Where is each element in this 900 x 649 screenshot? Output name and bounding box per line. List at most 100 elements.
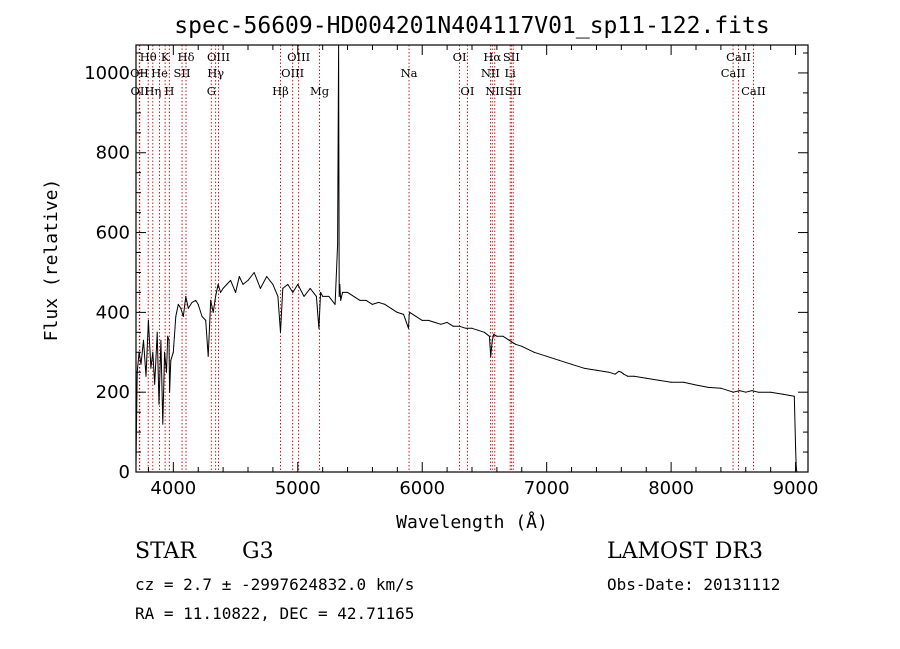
line-label: SII [174,66,191,80]
spectrum-point [201,315,203,317]
spectrum-point [143,339,144,341]
spectrum-point [633,375,635,377]
spectrum-point [502,335,504,337]
spectrum-point [152,351,154,353]
line-label: CaII [726,50,751,64]
line-label: G [207,84,216,98]
spectrum-point [353,295,355,297]
spectrum-point [172,351,174,353]
spectrum-point [166,371,167,373]
spectrum-point [182,315,184,317]
spectrum-point [334,303,336,305]
spectrum-point [266,276,268,277]
spectrum-point [546,355,548,357]
spectrum-point [185,295,187,297]
spectrum-point [645,377,647,379]
spectrum-point [287,283,289,285]
line-label: NII [481,66,500,80]
spectrum-point [623,373,625,375]
spectrum-point [614,373,616,375]
spectrum-line [135,44,798,473]
spectrum-point [490,355,492,357]
line-label: K [161,50,170,64]
spectrum-point [339,283,341,285]
spectrum-point [732,391,734,393]
line-label: Hγ [207,66,224,80]
y-tick-label: 200 [96,382,130,403]
spectrum-point [739,390,741,392]
y-tick-label: 600 [96,223,130,244]
spectrum-point [340,299,342,301]
spectrum-point [235,291,237,293]
spectrum-point [197,303,199,305]
observation-date: Obs-Date: 20131112 [607,575,781,594]
axis-ticks: 4000 5000 6000 7000 8000 9000 0 200 400 600 800 100… [84,45,818,499]
spectrum-point [210,299,212,301]
spectrum-point [440,323,442,325]
line-label: Li [505,66,517,80]
spectrum-point [371,303,373,305]
spectrum-point [620,371,622,373]
spectrum-point [627,375,629,377]
spectrum-point [396,311,398,313]
line-label: OII [130,66,149,80]
line-label: SII [503,50,520,64]
spectrum-point [583,367,585,369]
spectrum-point [247,279,249,281]
spectrum-point [164,351,166,353]
spectrum-point [320,291,322,293]
line-label: Mg [310,84,330,98]
spectrum-point [408,327,409,329]
y-tick-label: 800 [96,143,130,164]
spectrum-point [751,390,753,392]
x-axis-label: Wavelength (Å) [396,511,548,533]
spectrum-point [180,307,182,309]
y-tick-label: 0 [119,462,130,483]
spectrum-point [720,387,722,389]
spectrum-point [167,335,169,337]
spectrum-point [788,394,790,396]
spectrum-point [483,331,485,333]
spectrum-point [496,335,498,337]
spectrum-point [745,391,747,393]
line-label: CaII [721,66,746,80]
spectrum-point [242,283,244,285]
spectrum-point [195,299,197,301]
spectrum-point [222,287,224,289]
line-label: SII [505,84,522,98]
spectrum-point [390,307,392,309]
line-label: OIII [287,50,310,64]
spectrum-point [303,295,305,297]
spectrum-point [280,331,281,333]
spectrum-point [238,276,240,277]
line-label: Hβ [272,84,289,98]
spectrum-point [477,329,479,331]
spectrum-point [191,301,193,303]
x-tick-label: 9000 [773,478,819,499]
spectrum-point [253,272,255,273]
spectrum-point [491,339,493,341]
spectrum-point [608,371,610,373]
spectrum-point [384,303,386,305]
line-label: OII [130,84,149,98]
spectrum-point [795,447,797,449]
spectrum-point [154,383,156,385]
spectrum-point [493,333,495,335]
plot-frame [135,44,809,473]
spectrum-point [272,283,274,285]
spectrum-point [337,244,339,245]
spectrum-point [793,395,795,397]
spectrum-point [403,313,405,315]
spectrum-point [558,359,560,361]
spectrum-point [338,295,340,297]
spectrum-point [140,363,142,365]
spectrum-point [446,321,448,323]
spectrum-point [147,319,149,321]
spectrum-point [217,283,219,285]
spectrum-point [170,359,172,361]
spectrum-point [658,379,660,381]
line-label: OI [460,84,474,98]
spectrum-point [175,315,177,317]
spectrum-point [471,327,473,329]
